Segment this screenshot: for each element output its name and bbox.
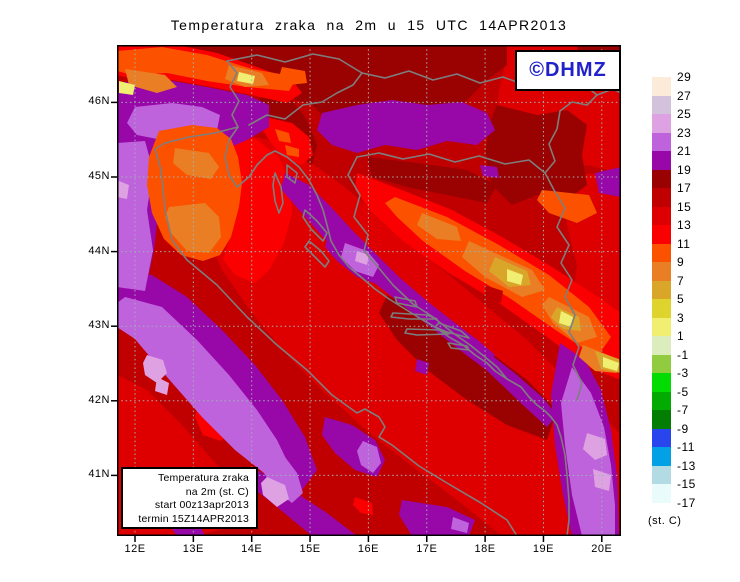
legend-label: 3 [677,310,685,325]
legend-label: 27 [677,88,692,103]
legend-swatch [652,465,671,484]
legend-label: 15 [677,199,692,214]
lon-label-14E: 14E [241,543,263,555]
lon-label-20E: 20E [591,543,613,555]
legend-label: -3 [677,366,689,380]
legend-swatch [652,188,671,207]
info-line-4: termin 15Z14APR2013 [138,512,249,525]
legend-swatch [652,95,671,114]
legend-label: -15 [677,477,696,491]
lon-label-18E: 18E [474,543,496,555]
legend-label: 25 [677,107,692,121]
legend-label: 21 [677,144,692,158]
legend-swatch [652,447,671,466]
legend-swatch [652,132,671,151]
legend-label: 23 [677,125,692,140]
dhmz-logo-text: ©DHMZ [529,59,607,81]
legend-label: 1 [677,329,685,343]
legend-swatch [652,225,671,244]
legend-swatch [652,428,671,447]
legend-label: -5 [677,384,689,399]
lon-label-12E: 12E [124,543,146,555]
info-line-1: Temperatura zraka [158,472,249,484]
map-frame [117,45,621,536]
legend-label: -1 [677,347,689,362]
temperature-map-canvas [111,45,621,542]
legend-label: 29 [677,70,692,84]
dhmz-logo-box: ©DHMZ [515,50,621,91]
graticule [117,45,621,536]
legend-swatch [652,410,671,429]
lon-label-13E: 13E [182,543,204,555]
lat-label-42N: 42N [88,393,110,406]
info-line-3: start 00z13apr2013 [154,499,249,511]
legend-label: 17 [677,181,692,195]
lat-label-46N: 46N [88,95,110,108]
legend-label: 11 [677,236,691,251]
info-box: Temperatura zraka na 2m (st. C) start 00… [121,467,258,529]
legend-swatch [652,262,671,281]
lat-label-45N: 45N [88,170,110,182]
legend-swatch [652,373,671,392]
coastlines-and-borders [154,53,621,536]
legend-label: 19 [677,162,692,177]
lon-label-15E: 15E [299,543,321,555]
legend-swatch [652,243,671,262]
lon-label-19E: 19E [532,543,554,555]
terrain-shading [117,45,621,536]
legend-swatch [652,114,671,133]
legend-label: -9 [677,421,689,436]
legend-swatch [652,169,671,188]
legend-swatch [652,354,671,373]
info-line-2: na 2m (st. C) [185,485,249,498]
legend-label: 7 [677,273,685,288]
legend-label: 5 [677,292,685,306]
legend-swatch [652,484,671,503]
lat-label-43N: 43N [88,319,110,332]
legend-label: -13 [677,458,696,473]
legend-swatch [652,317,671,336]
legend-label: -17 [677,495,696,510]
legend-label: -7 [677,403,689,417]
legend-swatch [652,280,671,299]
legend-swatch [652,299,671,318]
map-title: Temperatura zraka na 2m u 15 UTC 14APR20… [170,17,568,33]
legend-swatch [652,336,671,355]
legend-label: 13 [677,218,692,232]
lon-label-17E: 17E [416,543,438,555]
lat-label-44N: 44N [88,244,110,257]
lat-label-41N: 41N [88,468,110,481]
axis-ticks [111,101,603,542]
legend-swatch [652,151,671,170]
legend-label: 9 [677,255,685,269]
legend-unit-label: (st. C) [648,515,682,527]
legend-swatch [652,206,671,225]
color-legend: 29 27 25 23 21 19 17 15 13 11 9 7 5 3 1 -1 -3 -5 -7 -9 -11 -1… [652,70,722,527]
legend-swatch [652,77,671,96]
legend-label: -11 [677,440,695,454]
legend-swatch [652,391,671,410]
lon-label-16E: 16E [357,543,379,555]
